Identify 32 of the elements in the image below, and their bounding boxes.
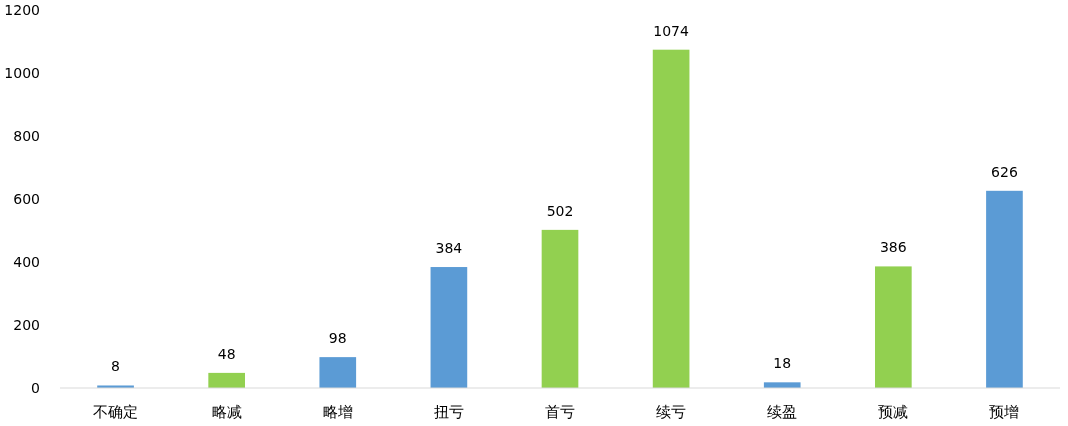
- data-label: 18: [773, 355, 792, 372]
- x-tick-label: 续盈: [767, 403, 798, 421]
- data-label: 8: [111, 358, 121, 375]
- bar: [541, 229, 579, 388]
- x-tick-label: 续亏: [656, 403, 687, 421]
- data-label: 384: [435, 240, 463, 257]
- data-label: 386: [879, 239, 907, 256]
- bar: [986, 190, 1023, 388]
- y-tick-label: 1000: [4, 65, 40, 81]
- x-tick-label: 预增: [989, 403, 1020, 421]
- y-tick-label: 800: [13, 128, 40, 144]
- x-tick-label: 略增: [322, 403, 353, 421]
- y-tick-label: 600: [13, 191, 40, 207]
- bar: [319, 357, 357, 388]
- data-label: 98: [328, 330, 347, 347]
- data-label: 626: [991, 163, 1018, 180]
- data-label: 502: [546, 202, 574, 219]
- data-label: 1074: [653, 22, 690, 39]
- y-tick-label: 0: [31, 380, 40, 396]
- data-label: 48: [217, 345, 236, 362]
- bar: [875, 266, 912, 388]
- x-tick-label: 略减: [211, 403, 242, 421]
- x-tick-label: 扭亏: [433, 403, 464, 421]
- bar: [652, 49, 690, 388]
- x-tick-label: 首亏: [545, 403, 575, 421]
- x-tick-label: 预减: [878, 403, 909, 421]
- x-tick-label: 不确定: [93, 403, 139, 421]
- bar: [208, 372, 245, 388]
- y-tick-label: 400: [13, 254, 40, 270]
- bar: [430, 267, 468, 388]
- y-tick-label: 200: [13, 317, 40, 333]
- y-tick-label: 1200: [4, 2, 40, 18]
